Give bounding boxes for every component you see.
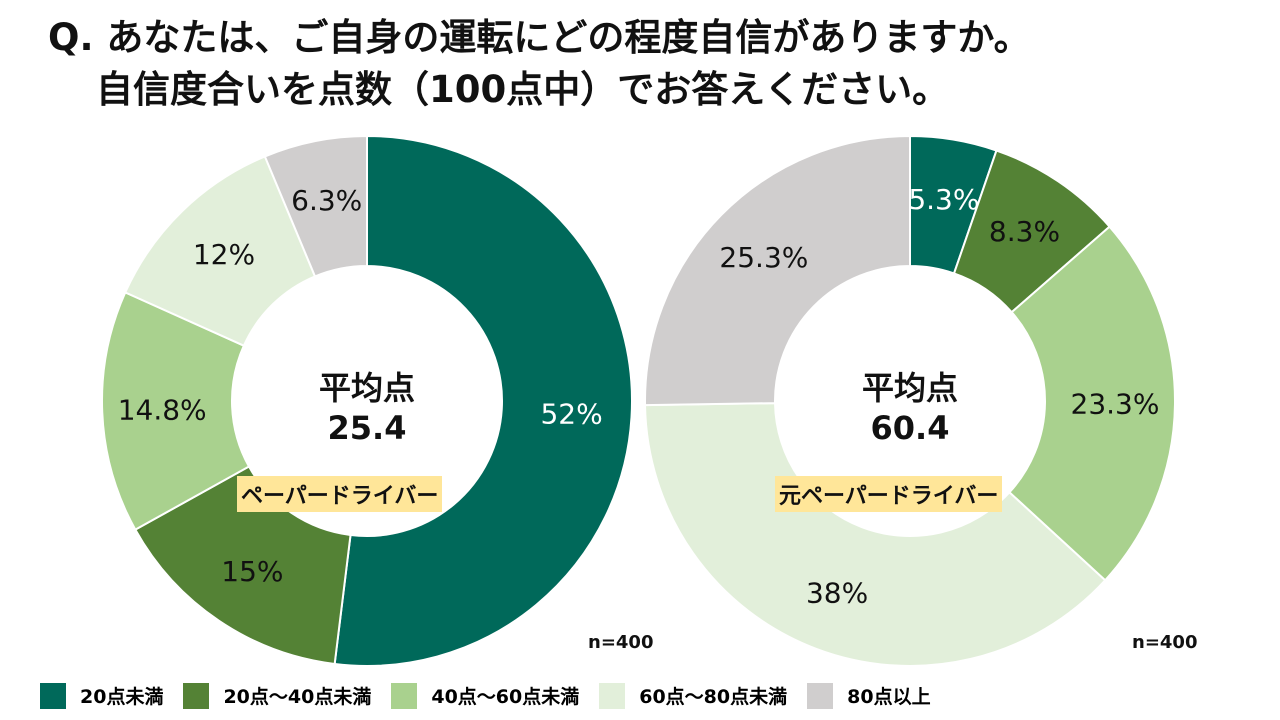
legend-label: 20点未満 [80, 686, 164, 708]
legend-swatch [40, 682, 66, 709]
slice-80点以上 [644, 134, 911, 407]
avg-label: 平均点 [318, 369, 415, 407]
legend: 20点未満 20点～40点未満 40点～60点未満 60点～80点未満 80点以… [40, 682, 935, 709]
data-label: 8.3% [989, 215, 1060, 248]
slice-20点未満 [333, 134, 633, 667]
data-label: 23.3% [1071, 388, 1160, 421]
legend-label: 20点～40点未満 [223, 686, 372, 708]
slice-40点～60点未満 [101, 291, 251, 531]
avg-value: 60.4 [870, 409, 950, 447]
chart-tag-paper-driver: ペーパードライバー [237, 476, 443, 512]
slice-80点以上 [263, 134, 368, 278]
data-label: 52% [540, 398, 602, 431]
legend-swatch [599, 682, 626, 709]
data-label: 6.3% [291, 184, 362, 217]
title-line-1: Q. あなたは、ご自身の運転にどの程度自信がありますか。 [48, 16, 1031, 59]
slice-20点～40点未満 [133, 465, 352, 666]
data-label: 38% [806, 577, 868, 610]
data-label: 12% [193, 238, 255, 271]
right-center: 平均点 60.4 [830, 368, 990, 448]
chart-tag-former-paper-driver: 元ペーパードライバー [775, 476, 1003, 512]
sample-size: n=400 [588, 632, 654, 653]
sample-size: n=400 [1132, 632, 1198, 653]
legend-item: 60点～80点未満 [599, 682, 787, 709]
legend-swatch [183, 682, 210, 709]
legend-item: 40点～60点未満 [391, 682, 579, 709]
avg-label: 平均点 [861, 369, 958, 407]
slice-60点～80点未満 [644, 402, 1107, 667]
slice-40点～60点未満 [1007, 225, 1176, 582]
data-label: 5.3% [908, 183, 979, 216]
legend-swatch [391, 682, 418, 709]
legend-item: 80点以上 [807, 682, 931, 709]
legend-item: 20点未満 [40, 682, 163, 709]
data-label: 25.3% [719, 241, 808, 274]
legend-label: 80点以上 [847, 686, 931, 708]
legend-label: 60点～80点未満 [639, 686, 788, 708]
legend-item: 20点～40点未満 [183, 682, 371, 709]
data-label: 14.8% [118, 394, 207, 427]
left-center: 平均点 25.4 [287, 368, 447, 448]
title-line-2: 自信度合いを点数（100点中）でお答えください。 [96, 68, 950, 111]
avg-value: 25.4 [327, 409, 407, 447]
question-title: Q. あなたは、ご自身の運転にどの程度自信がありますか。自信度合いを点数（100… [48, 12, 1031, 116]
data-label: 15% [221, 555, 283, 588]
legend-swatch [807, 682, 834, 709]
legend-label: 40点～60点未満 [431, 686, 580, 708]
